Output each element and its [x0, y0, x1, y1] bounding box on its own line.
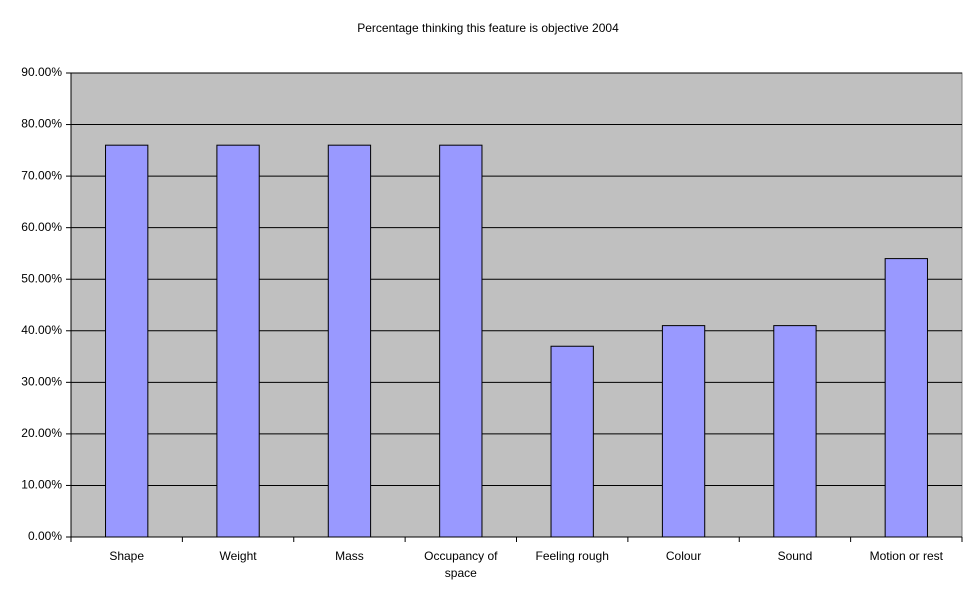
- y-tick-label: 70.00%: [21, 168, 62, 182]
- x-tick-label: Feeling rough: [535, 549, 609, 563]
- bar: [105, 144, 149, 538]
- y-tick-label: 80.00%: [21, 117, 62, 131]
- y-tick-label: 90.00%: [21, 65, 62, 79]
- bar: [661, 325, 706, 538]
- y-tick-label: 40.00%: [21, 323, 62, 337]
- bar: [216, 144, 260, 538]
- x-tick-label: Weight: [219, 549, 257, 563]
- bar: [327, 144, 372, 538]
- bar: [439, 144, 483, 538]
- y-tick-label: 0.00%: [28, 529, 62, 543]
- y-tick-label: 30.00%: [21, 375, 62, 389]
- x-tick-label: Sound: [777, 549, 813, 563]
- y-tick-label: 10.00%: [21, 478, 62, 492]
- x-tick-label: Occupancy of space: [424, 549, 498, 580]
- bar: [550, 345, 594, 538]
- y-tick-label: 60.00%: [21, 220, 62, 234]
- x-tick-label: Shape: [109, 549, 145, 563]
- x-tick-label: Colour: [665, 549, 702, 563]
- x-tick-label: Mass: [335, 549, 364, 563]
- x-tick-label: Motion or rest: [869, 549, 943, 563]
- y-tick-label: 20.00%: [21, 426, 62, 440]
- chart-title: Percentage thinking this feature is obje…: [357, 21, 619, 35]
- y-tick-label: 50.00%: [21, 271, 62, 285]
- plot-area: [70, 72, 963, 538]
- bar: [773, 325, 817, 538]
- bar: [884, 258, 928, 538]
